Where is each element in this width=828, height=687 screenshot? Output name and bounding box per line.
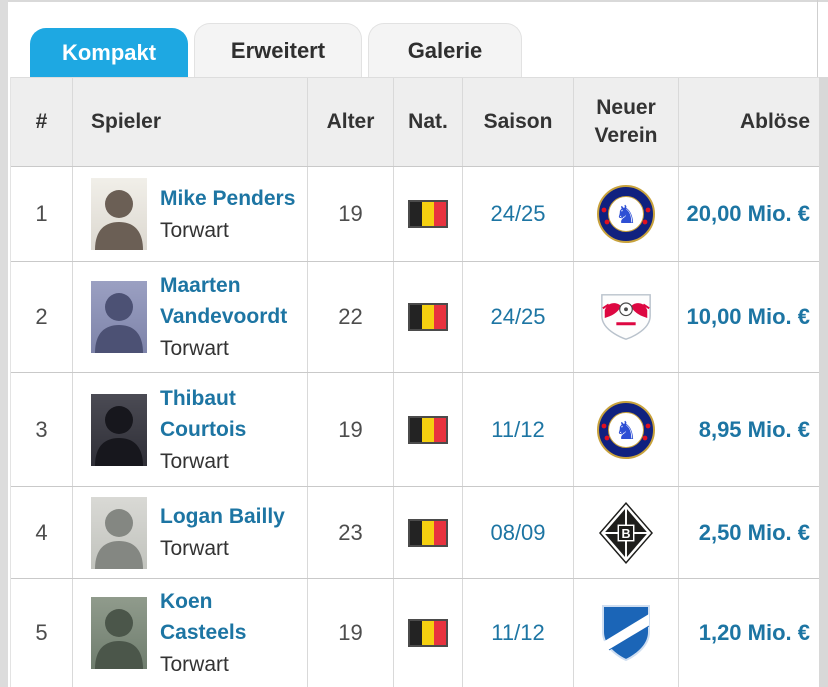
player-photo[interactable] [91,393,147,466]
rank-value: 5 [11,579,73,687]
gladbach-badge-icon[interactable]: B [595,501,657,564]
fee-cell: 20,00 Mio. € [679,167,818,261]
chelsea-badge-icon[interactable]: ♞ [595,183,657,245]
player-name-link[interactable]: Koen Casteels [160,590,247,644]
new-club-cell: B [574,487,679,578]
transfer-table: # Spieler Alter Nat. Saison Neuer Verein… [10,77,819,687]
nationality-cell [394,167,463,261]
header-rank: # [11,78,73,166]
belgium-flag-icon [408,619,448,647]
fee-link[interactable]: 8,95 Mio. € [698,416,810,442]
tab-kompakt[interactable]: Kompakt [30,28,188,77]
age-value: 19 [308,579,394,687]
nationality-cell [394,487,463,578]
new-club-cell [574,579,679,687]
svg-text:♞: ♞ [615,417,637,445]
player-photo[interactable] [91,281,147,353]
fee-link[interactable]: 10,00 Mio. € [686,304,810,329]
age-value: 19 [308,167,394,261]
page-left-gutter [0,0,8,687]
nationality-cell [394,373,463,486]
belgium-flag-icon [408,303,448,331]
table-row: 5 Koen Casteels Torwart 19 11/12 [11,579,819,687]
rank-value: 2 [11,262,73,372]
fee-cell: 1,20 Mio. € [679,579,818,687]
player-cell: Thibaut Courtois Torwart [73,373,308,486]
season-link[interactable]: 24/25 [490,201,546,226]
table-row: 2 Maarten Vandevoordt Torwart 22 24/25 [11,262,819,373]
header-nationality: Nat. [394,78,463,166]
svg-text:♞: ♞ [615,201,637,229]
new-club-cell [574,262,679,372]
fee-link[interactable]: 1,20 Mio. € [698,620,810,645]
belgium-flag-icon [408,200,448,228]
fee-cell: 8,95 Mio. € [679,373,818,486]
player-name-link[interactable]: Maarten Vandevoordt [160,274,288,328]
nationality-cell [394,579,463,687]
season-cell: 08/09 [463,487,574,578]
fee-link[interactable]: 2,50 Mio. € [698,519,810,545]
player-photo[interactable] [91,178,147,250]
view-tabs: Kompakt Erweitert Galerie [30,23,522,77]
player-position: Torwart [160,653,229,676]
rank-value: 4 [11,487,73,578]
season-cell: 11/12 [463,579,574,687]
header-fee: Ablöse [739,110,810,133]
belgium-flag-icon [408,415,448,444]
player-cell: Mike Penders Torwart [73,167,308,261]
season-cell: 24/25 [463,262,574,372]
table-header-row: # Spieler Alter Nat. Saison Neuer Verein… [11,77,819,167]
tab-galerie[interactable]: Galerie [368,23,522,77]
player-name-link[interactable]: Mike Penders [160,186,296,210]
fee-cell: 10,00 Mio. € [679,262,818,372]
svg-text:B: B [621,526,630,540]
age-value: 23 [308,487,394,578]
header-new-club: Neuer Verein [574,78,679,166]
player-position: Torwart [160,337,229,360]
nationality-cell [394,262,463,372]
rank-value: 3 [11,373,73,486]
top-divider [8,0,828,2]
season-link[interactable]: 24/25 [490,304,546,329]
chelsea-badge-icon[interactable]: ♞ [595,399,657,461]
header-age: Alter [308,78,394,166]
fee-link[interactable]: 20,00 Mio. € [686,201,810,226]
age-value: 19 [308,373,394,486]
player-cell: Maarten Vandevoordt Torwart [73,262,308,372]
hoffenheim-badge-icon[interactable] [595,602,657,664]
tab-erweitert[interactable]: Erweitert [194,23,362,77]
player-name-link[interactable]: Thibaut Courtois [160,386,247,441]
player-name-link[interactable]: Logan Bailly [160,505,285,528]
player-photo[interactable] [91,597,147,669]
player-position: Torwart [160,449,229,473]
rb-leipzig-badge-icon[interactable] [595,286,657,348]
fee-cell: 2,50 Mio. € [679,487,818,578]
player-position: Torwart [160,218,229,242]
rank-value: 1 [11,167,73,261]
player-cell: Koen Casteels Torwart [73,579,308,687]
page-right-gutter [818,77,828,687]
season-link[interactable]: 08/09 [490,519,546,545]
belgium-flag-icon [408,518,448,547]
player-position: Torwart [160,537,229,560]
header-player: Spieler [73,78,308,166]
season-link[interactable]: 11/12 [491,416,545,442]
season-link[interactable]: 11/12 [491,620,545,645]
new-club-cell: ♞ [574,373,679,486]
new-club-cell: ♞ [574,167,679,261]
season-cell: 11/12 [463,373,574,486]
table-row: 4 Logan Bailly Torwart 23 08/09 B [11,487,819,579]
age-value: 22 [308,262,394,372]
header-season: Saison [463,78,574,166]
player-cell: Logan Bailly Torwart [73,487,308,578]
season-cell: 24/25 [463,167,574,261]
table-row: 3 Thibaut Courtois Torwart 19 11/12 ♞ [11,373,819,487]
table-row: 1 Mike Penders Torwart 19 24/25 ♞ [11,167,819,262]
player-photo[interactable] [91,496,147,569]
